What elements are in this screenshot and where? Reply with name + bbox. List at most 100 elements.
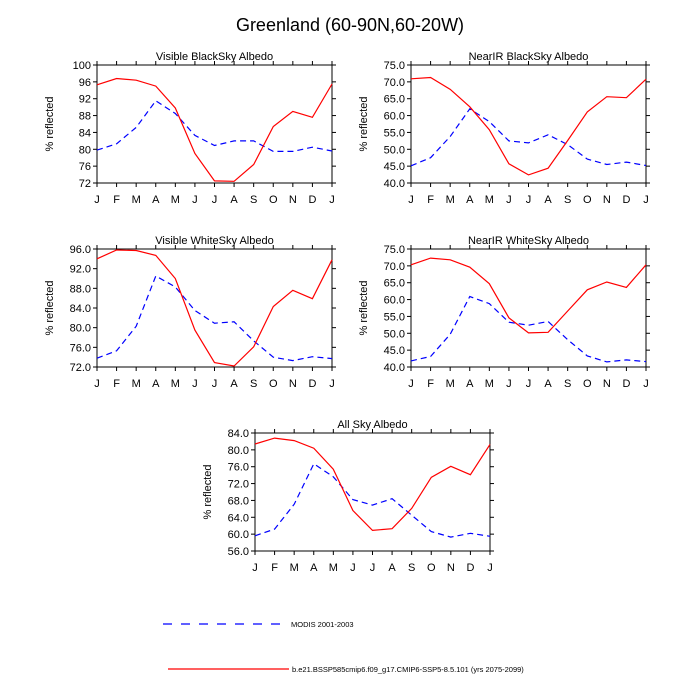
y-tick-label: 72.0	[70, 362, 91, 374]
y-tick-label: 56.0	[228, 546, 249, 558]
x-tick-label: J	[212, 194, 218, 206]
x-tick-label: F	[113, 378, 120, 390]
series-line-modis	[96, 99, 333, 152]
x-tick-label: N	[447, 562, 455, 574]
chart-panel-0: Visible BlackSky Albedo 72 76 80 84 88 92 96 100…	[44, 51, 336, 206]
legend-model-label: b.e21.BSSP585cmip6.f09_g17.CMIP6-SSP5-8.…	[292, 665, 524, 674]
legend-modis-label: MODIS 2001-2003	[291, 620, 354, 629]
plot-frame	[96, 64, 333, 184]
y-tick-label: 84.0	[70, 303, 91, 315]
y-tick-label: 55.0	[384, 127, 405, 139]
y-tick-label: 84	[79, 127, 91, 139]
x-tick-label: M	[132, 378, 141, 390]
chart-title: Visible BlackSky Albedo	[156, 51, 273, 63]
x-tick-label: M	[485, 378, 494, 390]
chart-title: All Sky Albedo	[337, 419, 407, 431]
figure-title: Greenland (60-90N,60-20W)	[236, 15, 464, 35]
x-tick-label: J	[506, 378, 512, 390]
x-tick-label: N	[289, 378, 297, 390]
y-tick-label: 88.0	[70, 283, 91, 295]
y-tick-label: 96.0	[70, 244, 91, 256]
x-tick-label: A	[388, 562, 396, 574]
y-tick-label: 75.0	[384, 244, 405, 256]
series-line-model	[96, 77, 333, 182]
x-tick-label: J	[350, 562, 356, 574]
x-tick-label: A	[544, 378, 552, 390]
chart-title: NearIR WhiteSky Albedo	[468, 235, 589, 247]
series-line-model	[410, 76, 647, 176]
y-tick-label: 80	[79, 144, 91, 156]
series-line-model	[410, 257, 647, 334]
y-tick-label: 45.0	[384, 161, 405, 173]
x-tick-label: D	[622, 378, 630, 390]
chart-panel-3: NearIR WhiteSky Albedo 40.0 45.0 50.0 55.0 60…	[358, 235, 650, 390]
y-tick-label: 84.0	[228, 428, 249, 440]
x-tick-label: O	[269, 378, 278, 390]
y-axis-label: % reflected	[358, 96, 370, 151]
x-tick-label: M	[132, 194, 141, 206]
x-tick-label: J	[487, 562, 493, 574]
y-tick-label: 100	[73, 60, 91, 72]
x-tick-label: M	[329, 562, 338, 574]
y-tick-label: 75.0	[384, 60, 405, 72]
x-tick-label: F	[427, 378, 434, 390]
x-tick-label: J	[192, 194, 198, 206]
y-tick-label: 72	[79, 178, 91, 190]
x-tick-label: J	[526, 378, 532, 390]
x-tick-label: D	[466, 562, 474, 574]
x-tick-label: O	[427, 562, 436, 574]
y-tick-label: 76.0	[228, 462, 249, 474]
series-line-modis	[96, 275, 333, 362]
x-tick-label: O	[269, 194, 278, 206]
x-tick-label: S	[250, 378, 257, 390]
x-tick-label: A	[466, 378, 474, 390]
y-tick-label: 65.0	[384, 94, 405, 106]
x-tick-label: J	[329, 194, 335, 206]
x-tick-label: F	[427, 194, 434, 206]
x-tick-label: S	[250, 194, 257, 206]
y-tick-label: 64.0	[228, 512, 249, 524]
y-tick-label: 92	[79, 94, 91, 106]
y-tick-label: 76.0	[70, 342, 91, 354]
x-tick-label: J	[643, 378, 649, 390]
x-tick-label: J	[192, 378, 198, 390]
series-line-model	[254, 437, 491, 532]
y-tick-label: 80.0	[228, 445, 249, 457]
y-tick-label: 50.0	[384, 328, 405, 340]
x-tick-label: J	[506, 194, 512, 206]
y-tick-label: 40.0	[384, 362, 405, 374]
y-tick-label: 76	[79, 161, 91, 173]
y-tick-label: 65.0	[384, 278, 405, 290]
y-tick-label: 60.0	[384, 111, 405, 123]
y-tick-label: 45.0	[384, 345, 405, 357]
x-tick-label: J	[94, 194, 100, 206]
x-tick-label: S	[564, 378, 571, 390]
x-tick-label: S	[564, 194, 571, 206]
x-tick-label: D	[308, 194, 316, 206]
chart-title: Visible WhiteSky Albedo	[155, 235, 273, 247]
legend: MODIS 2001-2003 b.e21.BSSP585cmip6.f09_g…	[163, 620, 524, 674]
x-tick-label: M	[171, 194, 180, 206]
series-line-modis	[254, 462, 491, 538]
y-tick-label: 70.0	[384, 77, 405, 89]
x-tick-label: N	[603, 194, 611, 206]
y-axis-label: % reflected	[202, 464, 214, 519]
x-tick-label: M	[290, 562, 299, 574]
y-tick-label: 88	[79, 111, 91, 123]
x-tick-label: O	[583, 194, 592, 206]
x-tick-label: A	[544, 194, 552, 206]
x-tick-label: N	[289, 194, 297, 206]
x-tick-label: J	[252, 562, 258, 574]
chart-title: NearIR BlackSky Albedo	[469, 51, 589, 63]
x-tick-label: J	[408, 378, 414, 390]
y-axis-label: % reflected	[44, 96, 56, 151]
chart-panel-2: Visible WhiteSky Albedo 72.0 76.0 80.0 84.0 8…	[44, 235, 336, 390]
plot-frame	[410, 248, 647, 368]
y-tick-label: 96	[79, 77, 91, 89]
x-tick-label: N	[603, 378, 611, 390]
x-tick-label: A	[152, 378, 160, 390]
x-tick-label: F	[113, 194, 120, 206]
x-tick-label: M	[446, 194, 455, 206]
y-tick-label: 70.0	[384, 261, 405, 273]
